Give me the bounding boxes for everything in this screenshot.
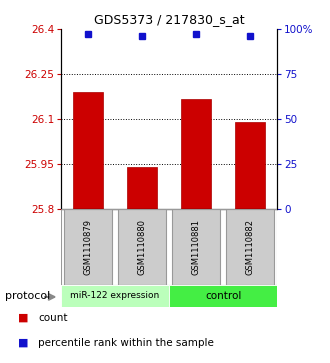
Text: GSM1110879: GSM1110879 [83,219,93,275]
Bar [73,92,103,209]
Bar [61,285,169,307]
Text: percentile rank within the sample: percentile rank within the sample [38,338,214,348]
Bar [169,285,277,307]
Bar [64,209,112,285]
Bar [172,209,220,285]
Text: GDS5373 / 217830_s_at: GDS5373 / 217830_s_at [94,13,245,26]
Bar [181,99,211,209]
Text: protocol: protocol [5,291,50,301]
Text: ■: ■ [18,313,28,323]
Text: GSM1110882: GSM1110882 [246,219,255,275]
Text: count: count [38,313,67,323]
Text: miR-122 expression: miR-122 expression [71,291,160,300]
Text: ■: ■ [18,338,28,348]
Text: GSM1110881: GSM1110881 [192,219,201,275]
Bar [118,209,166,285]
Bar [235,122,265,209]
Text: GSM1110880: GSM1110880 [138,219,147,275]
Text: control: control [205,291,241,301]
Bar [127,167,157,209]
Bar [226,209,274,285]
